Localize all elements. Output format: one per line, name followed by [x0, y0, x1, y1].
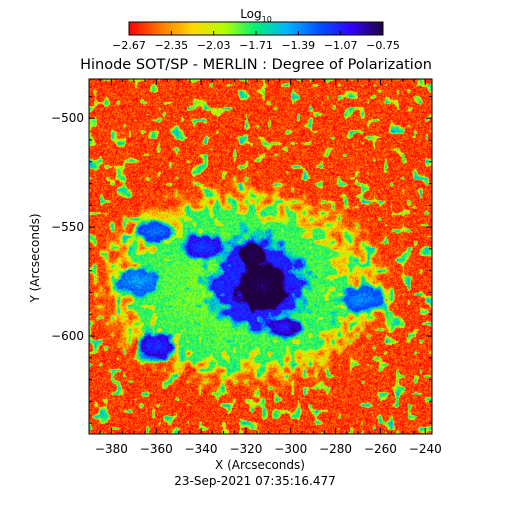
- x-tick-label: −320: [229, 442, 262, 456]
- y-axis: −500 −550 −600: [51, 95, 432, 424]
- x-tick-label: −360: [140, 442, 173, 456]
- colorbar-tick-label: −2.35: [154, 39, 188, 52]
- x-tick-label: −260: [364, 442, 397, 456]
- x-tick-label: −280: [319, 442, 352, 456]
- chart-title: Hinode SOT/SP - MERLIN : Degree of Polar…: [80, 57, 432, 73]
- colorbar-tick-label: −2.03: [197, 39, 231, 52]
- plot-frame: [88, 78, 433, 435]
- y-tick-label: −550: [51, 220, 84, 234]
- x-axis: −380 −360 −340 −320 −300 −280 −260 −240: [88, 79, 442, 456]
- colorbar-tick-label: −0.75: [366, 39, 400, 52]
- colorbar-title-base: Log: [240, 7, 261, 21]
- colorbar-title-sub: 10: [262, 15, 272, 24]
- x-tick-label: −300: [274, 442, 307, 456]
- colorbar-ticks: −2.67 −2.35 −2.03 −1.71 −1.39 −1.07 −0.75: [112, 31, 400, 52]
- x-tick-label: −340: [185, 442, 218, 456]
- y-tick-label: −500: [51, 111, 84, 125]
- colorbar-tick-label: −1.71: [239, 39, 273, 52]
- heatmap-image: [89, 79, 432, 434]
- colorbar-tick-label: −1.39: [281, 39, 315, 52]
- polarization-map: [89, 79, 432, 434]
- colorbar-title: Log10: [240, 7, 272, 24]
- y-tick-label: −600: [51, 329, 84, 343]
- x-tick-label: −240: [409, 442, 442, 456]
- colorbar-tick-label: −1.07: [324, 39, 358, 52]
- timestamp: 23-Sep-2021 07:35:16.477: [174, 474, 336, 488]
- y-axis-label: Y (Arcseconds): [28, 213, 42, 303]
- x-tick-label: −380: [95, 442, 128, 456]
- x-axis-label: X (Arcseconds): [215, 458, 305, 472]
- colorbar-tick-label: −2.67: [112, 39, 146, 52]
